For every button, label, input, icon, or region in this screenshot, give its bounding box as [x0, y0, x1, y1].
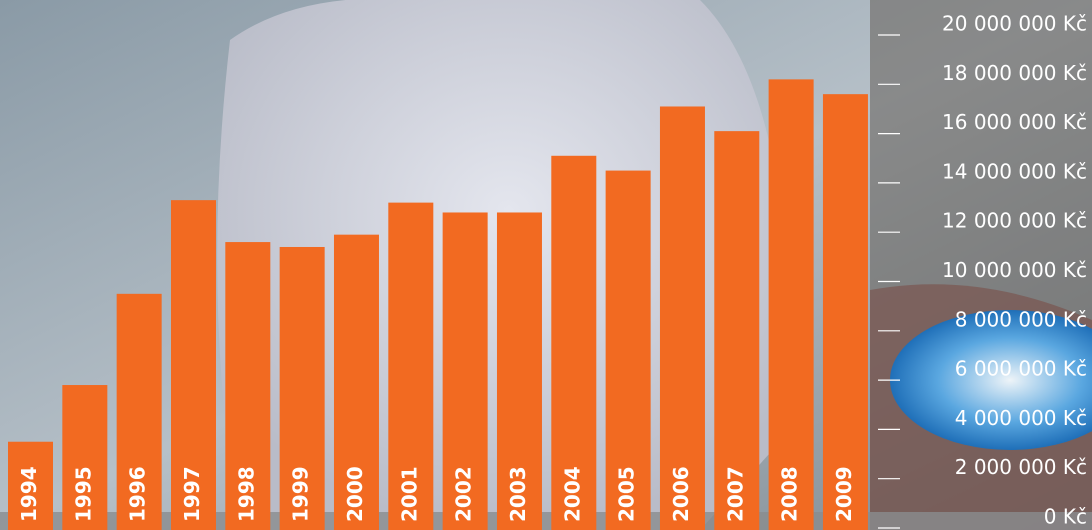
y-tick-label: 6 000 000 Kč	[955, 357, 1087, 381]
x-tick-label: 2004	[560, 466, 584, 522]
background-photo	[0, 0, 1092, 530]
x-tick-label: 1996	[126, 466, 150, 522]
x-tick-label: 2001	[397, 466, 421, 522]
x-tick-label: 2006	[669, 466, 693, 522]
x-tick-label: 2008	[778, 466, 802, 522]
x-tick-label: 1998	[234, 466, 258, 522]
y-tick-label: 4 000 000 Kč	[955, 406, 1087, 430]
y-tick-label: 2 000 000 Kč	[955, 455, 1087, 479]
x-tick-label: 1997	[180, 466, 204, 522]
y-tick-label: 10 000 000 Kč	[942, 258, 1087, 282]
x-tick-label: 1999	[289, 466, 313, 522]
y-tick-label: 14 000 000 Kč	[942, 159, 1087, 183]
bar	[769, 79, 814, 530]
y-tick-label: 18 000 000 Kč	[942, 61, 1087, 85]
x-tick-label: 2000	[343, 466, 367, 522]
y-tick-label: 8 000 000 Kč	[955, 307, 1087, 331]
x-tick-label: 2009	[832, 466, 856, 522]
y-tick-label: 20 000 000 Kč	[942, 12, 1087, 36]
bar	[823, 94, 868, 530]
y-tick-label: 0 Kč	[1044, 505, 1087, 529]
x-tick-label: 2005	[615, 466, 639, 522]
chart: 0 Kč 2 000 000 Kč 4 000 000 Kč 6 000 000 Kč…	[0, 0, 1092, 530]
y-tick-label: 12 000 000 Kč	[942, 209, 1087, 233]
x-tick-label: 1995	[71, 466, 95, 522]
y-tick-label: 16 000 000 Kč	[942, 110, 1087, 134]
x-tick-label: 2002	[452, 466, 476, 522]
x-tick-label: 2003	[506, 466, 530, 522]
x-tick-label: 1994	[17, 466, 41, 522]
x-tick-label: 2007	[723, 466, 747, 522]
